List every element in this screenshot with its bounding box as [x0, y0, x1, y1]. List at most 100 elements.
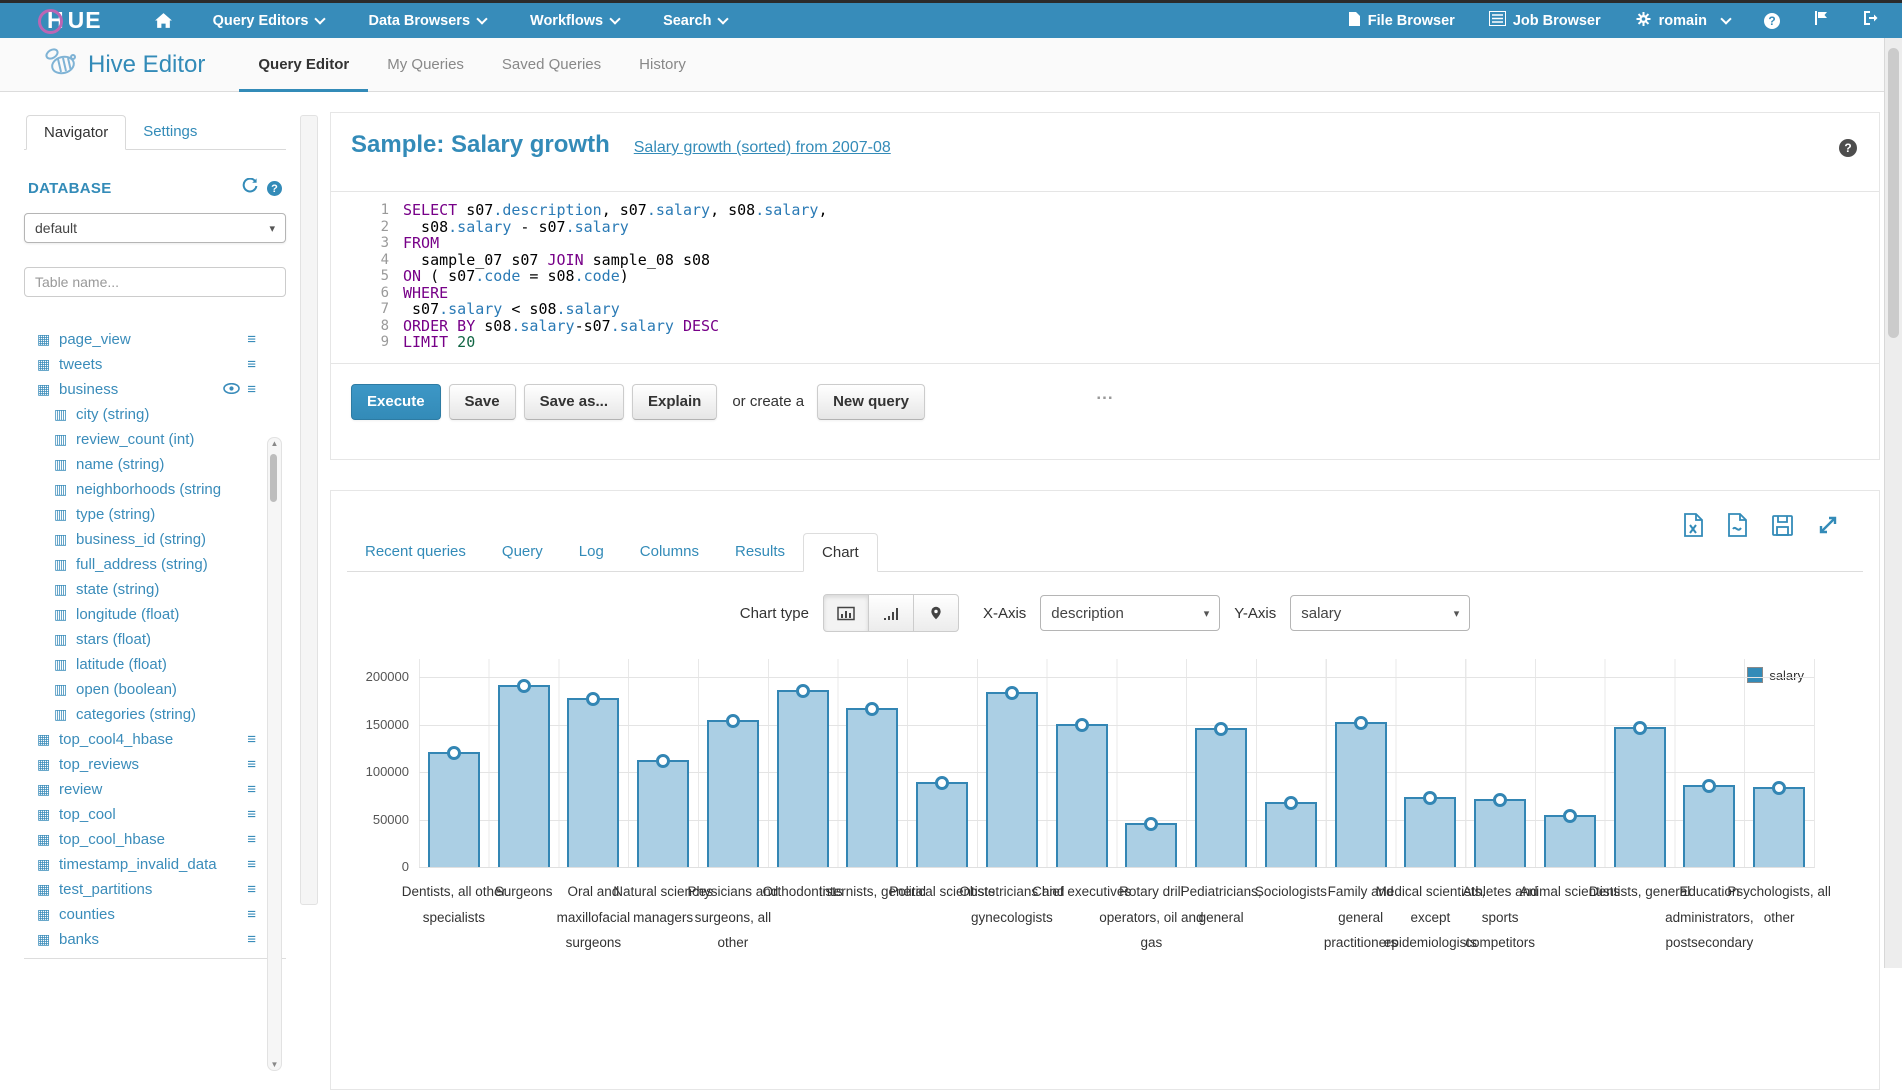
database-select[interactable]: default ▾	[24, 213, 286, 243]
table-row-top-cool[interactable]: ▦ top_cool ≡	[24, 802, 286, 827]
tab-results[interactable]: Results	[734, 543, 786, 560]
tab-columns[interactable]: Columns	[639, 543, 699, 560]
user-menu[interactable]: romain	[1635, 11, 1732, 31]
panel-resize-handle[interactable]	[300, 115, 318, 905]
bar-internists-general[interactable]	[846, 702, 899, 867]
column-row-categories-string[interactable]: ▥ categories (string)	[24, 702, 286, 727]
list-menu-icon[interactable]: ≡	[247, 806, 256, 823]
bar-physicians-and-surgeons-all-other[interactable]	[706, 713, 759, 867]
bar-chief-executives[interactable]	[1055, 717, 1108, 867]
tab-chart[interactable]: Chart	[803, 533, 878, 572]
list-menu-icon[interactable]: ≡	[247, 331, 256, 348]
list-menu-icon[interactable]: ≡	[247, 731, 256, 748]
column-row-neighborhoods-string[interactable]: ▥ neighborhoods (string	[24, 477, 286, 502]
table-row-top-cool-hbase[interactable]: ▦ top_cool_hbase ≡	[24, 827, 286, 852]
column-row-open-boolean[interactable]: ▥ open (boolean)	[24, 677, 286, 702]
database-help-icon[interactable]: ?	[267, 181, 282, 196]
bar-dentists-all-other-specialists[interactable]	[427, 746, 480, 867]
query-subtitle-link[interactable]: Salary growth (sorted) from 2007-08	[633, 139, 891, 156]
table-row-top-reviews[interactable]: ▦ top_reviews ≡	[24, 752, 286, 777]
tab-navigator[interactable]: Navigator	[26, 115, 127, 150]
tab-settings[interactable]: Settings	[143, 123, 198, 140]
download-xls-icon[interactable]	[1683, 513, 1704, 542]
bar-education-administrators-postsecondary[interactable]	[1683, 779, 1736, 867]
menu-search[interactable]: Search	[663, 13, 730, 29]
explain-button[interactable]: Explain	[631, 383, 718, 420]
save-as-button[interactable]: Save as...	[523, 383, 624, 420]
bar-natural-sciences-managers[interactable]	[637, 753, 690, 867]
table-row-review[interactable]: ▦ review ≡	[24, 777, 286, 802]
bar-pediatricians-general[interactable]	[1195, 722, 1248, 867]
bar-animal-scientists[interactable]	[1543, 808, 1596, 867]
expand-icon[interactable]	[1817, 514, 1839, 541]
page-scrollbar[interactable]	[1884, 38, 1902, 968]
list-menu-icon[interactable]: ≡	[247, 781, 256, 798]
column-row-city-string[interactable]: ▥ city (string)	[24, 402, 286, 427]
tab-saved-queries[interactable]: Saved Queries	[501, 56, 602, 73]
page-scrollbar-thumb[interactable]	[1888, 48, 1899, 338]
file-browser-button[interactable]: File Browser	[1348, 11, 1455, 31]
download-csv-icon[interactable]	[1727, 513, 1748, 542]
table-row-test-partitions[interactable]: ▦ test_partitions ≡	[24, 877, 286, 902]
bar-psychologists-all-other[interactable]	[1753, 781, 1806, 867]
tab-log[interactable]: Log	[578, 543, 604, 560]
save-button[interactable]: Save	[448, 383, 516, 420]
tab-query[interactable]: Query	[501, 543, 543, 560]
tab-history[interactable]: History	[639, 56, 686, 73]
chart-type-map-button[interactable]	[912, 594, 959, 632]
app-title[interactable]: Hive Editor	[88, 50, 206, 78]
tab-recent-queries[interactable]: Recent queries	[365, 543, 466, 560]
table-row-page-view[interactable]: ▦ page_view ≡	[24, 327, 286, 352]
chart-type-bars-button[interactable]	[822, 594, 869, 632]
list-menu-icon[interactable]: ≡	[247, 906, 256, 923]
list-menu-icon[interactable]: ≡	[247, 831, 256, 848]
help-icon[interactable]: ?	[1764, 12, 1780, 29]
column-row-full-address-string[interactable]: ▥ full_address (string)	[24, 552, 286, 577]
table-row-business[interactable]: ▦ business ≡	[24, 377, 286, 402]
list-menu-icon[interactable]: ≡	[247, 381, 256, 398]
column-row-review-count-int[interactable]: ▥ review_count (int)	[24, 427, 286, 452]
menu-query-editors[interactable]: Query Editors	[213, 13, 327, 29]
table-row-top-cool4-hbase[interactable]: ▦ top_cool4_hbase ≡	[24, 727, 286, 752]
bar-medical-scientists-except-epidemiologists[interactable]	[1404, 790, 1457, 867]
menu-data-browsers[interactable]: Data Browsers	[368, 13, 488, 29]
editor-resize-grip[interactable]: ...	[1096, 383, 1114, 403]
bar-family-and-general-practitioners[interactable]	[1334, 715, 1387, 867]
bar-oral-and-maxillofacial-surgeons[interactable]	[567, 691, 620, 867]
column-row-stars-float[interactable]: ▥ stars (float)	[24, 627, 286, 652]
hue-logo[interactable]: H UE	[38, 7, 102, 34]
bar-athletes-and-sports-competitors[interactable]	[1474, 792, 1527, 867]
y-axis-select[interactable]: salary ▾	[1290, 595, 1471, 631]
eye-icon[interactable]	[223, 381, 241, 398]
tab-query-editor[interactable]: Query Editor	[239, 38, 368, 92]
column-row-latitude-float[interactable]: ▥ latitude (float)	[24, 652, 286, 677]
job-browser-button[interactable]: Job Browser	[1488, 11, 1601, 30]
column-row-longitude-float[interactable]: ▥ longitude (float)	[24, 602, 286, 627]
refresh-icon[interactable]	[242, 177, 258, 199]
x-axis-select[interactable]: description ▾	[1040, 595, 1221, 631]
column-row-business-id-string[interactable]: ▥ business_id (string)	[24, 527, 286, 552]
list-menu-icon[interactable]: ≡	[247, 356, 256, 373]
chart-type-line-button[interactable]	[867, 594, 914, 632]
table-row-counties[interactable]: ▦ counties ≡	[24, 902, 286, 927]
list-menu-icon[interactable]: ≡	[247, 856, 256, 873]
save-icon[interactable]	[1771, 514, 1794, 542]
execute-button[interactable]: Execute	[351, 383, 441, 420]
flag-icon[interactable]	[1814, 10, 1829, 31]
list-menu-icon[interactable]: ≡	[247, 756, 256, 773]
bar-orthodontists[interactable]	[776, 684, 829, 867]
tree-scrollbar-thumb[interactable]	[270, 454, 277, 502]
tree-scrollbar[interactable]: ▲ ▼	[267, 437, 282, 1071]
bar-obstetricians-and-gynecologists[interactable]	[985, 686, 1038, 867]
scroll-down-icon[interactable]: ▼	[270, 1060, 279, 1069]
sign-out-icon[interactable]	[1863, 10, 1880, 31]
new-query-button[interactable]: New query	[817, 383, 925, 420]
bar-surgeons[interactable]	[497, 678, 550, 867]
column-row-state-string[interactable]: ▥ state (string)	[24, 577, 286, 602]
column-row-type-string[interactable]: ▥ type (string)	[24, 502, 286, 527]
table-row-banks[interactable]: ▦ banks ≡	[24, 927, 286, 952]
table-row-timestamp-invalid-data[interactable]: ▦ timestamp_invalid_data ≡	[24, 852, 286, 877]
menu-workflows[interactable]: Workflows	[530, 13, 621, 29]
home-icon[interactable]	[154, 12, 173, 29]
